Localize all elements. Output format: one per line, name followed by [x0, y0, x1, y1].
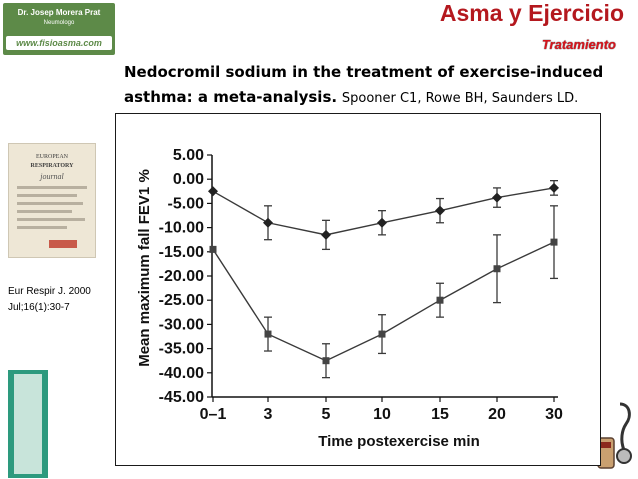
journal-cover-image: EUROPEAN RESPIRATORY journal [8, 143, 96, 258]
cover-text-line [17, 186, 87, 189]
x-tick-label: 5 [322, 406, 331, 423]
data-point [436, 296, 444, 304]
y-tick-label: -45.00 [159, 389, 204, 406]
logo-role: Neumologo [43, 20, 75, 26]
chart-axes: 5.00 0.00 -5.00 -10.00 -15.00 -20.00 -25.00 -30… [159, 147, 563, 423]
stethoscope-icon [597, 402, 632, 469]
x-axis-title: Time postexercise min [318, 433, 479, 450]
y-tick-label: -40.00 [159, 365, 204, 382]
y-tick-label: -30.00 [159, 316, 204, 333]
y-tick-label: 0.00 [173, 171, 204, 188]
cover-publisher-badge [49, 240, 77, 248]
y-tick-label: -35.00 [159, 341, 204, 358]
data-point [208, 186, 218, 197]
y-tick-label: -15.00 [159, 244, 204, 261]
slide-title: Asma y Ejercicio [439, 0, 624, 26]
slide-subtitle: Tratamiento [541, 37, 616, 52]
paper-title: Nedocromil sodium in the treatment of ex… [124, 60, 624, 111]
data-point [264, 330, 272, 338]
series-line [212, 187, 555, 236]
citation-line1: Eur Respir J. 2000 [8, 286, 91, 297]
logo-name: Dr. Josep Morera Prat [17, 8, 101, 17]
cover-text-line [17, 226, 67, 229]
x-tick-label: 10 [373, 406, 391, 423]
x-tick-label: 20 [488, 406, 506, 423]
chart: 5.00 0.00 -5.00 -10.00 -15.00 -20.00 -25.00 -30… [136, 147, 563, 450]
cover-text-line [17, 218, 85, 221]
data-point [435, 205, 445, 216]
x-tick-label: 3 [264, 406, 273, 423]
x-tick-label: 0–1 [200, 406, 227, 423]
y-tick-label: -20.00 [159, 268, 204, 285]
chart-frame: 5.00 0.00 -5.00 -10.00 -15.00 -20.00 -25.00 -30… [115, 113, 601, 466]
x-tick-label: 30 [545, 406, 563, 423]
paper-title-line1: Nedocromil sodium in the treatment of ex… [124, 63, 604, 81]
logo-site: www.fisioasma.com [6, 36, 112, 50]
data-point [493, 265, 501, 273]
series-line [212, 241, 555, 362]
data-point [492, 192, 502, 203]
data-point [322, 357, 330, 365]
data-point [378, 330, 386, 338]
journal-cover-line2: RESPIRATORY [30, 163, 74, 169]
data-point [549, 182, 559, 193]
data-point [550, 238, 558, 246]
data-point [263, 217, 273, 228]
journal-thumbnail-inner [14, 374, 42, 474]
y-tick-label: 5.00 [173, 147, 204, 164]
data-point [321, 229, 331, 240]
citation: Eur Respir J. 2000 Jul;16(1):30-7 [8, 284, 91, 316]
citation-line2: Jul;16(1):30-7 [8, 302, 70, 313]
paper-authors: Spooner C1, Rowe BH, Saunders LD. [341, 91, 579, 106]
y-tick-label: -25.00 [159, 292, 204, 309]
cover-text-line [17, 194, 77, 197]
x-tick-label: 15 [431, 406, 449, 423]
cover-text-line [17, 202, 83, 205]
logo: Dr. Josep Morera Prat Neumologo www.fisi… [3, 3, 115, 55]
chart-series [208, 180, 559, 379]
y-tick-label: -5.00 [168, 195, 205, 212]
data-point [209, 245, 217, 253]
y-axis-title: Mean maximum fall FEV1 % [136, 169, 153, 367]
cover-text-line [17, 210, 72, 213]
journal-cover-line1: EUROPEAN [35, 154, 68, 160]
data-point [377, 217, 387, 228]
journal-thumbnail-image [8, 370, 48, 478]
journal-cover-line3: journal [40, 172, 64, 181]
y-tick-label: -10.00 [159, 220, 204, 237]
paper-title-line2: asthma: a meta-analysis. [124, 88, 338, 106]
